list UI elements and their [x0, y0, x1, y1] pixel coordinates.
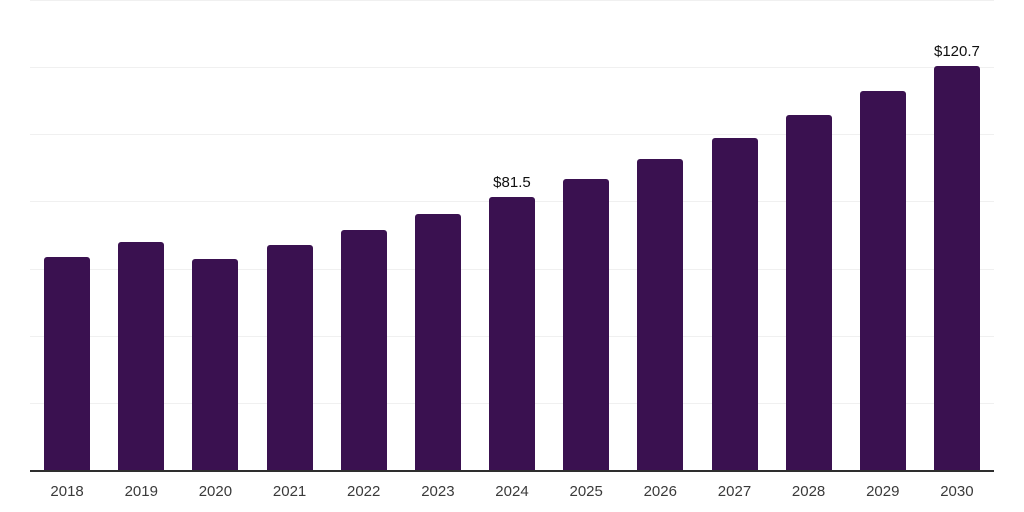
x-tick-label-2024: 2024 — [495, 483, 529, 500]
gridline — [30, 0, 994, 1]
x-tick-label-2020: 2020 — [198, 483, 233, 500]
x-tick-label-2025: 2025 — [569, 483, 603, 500]
bar-2026[interactable] — [637, 158, 684, 471]
bar-2019[interactable] — [118, 242, 165, 471]
x-tick-label-2019: 2019 — [124, 483, 158, 500]
bar-value-label-2024: $81.5 — [493, 174, 531, 192]
bar-value-label-2030: $120.7 — [934, 42, 980, 60]
bar-2023[interactable] — [414, 213, 461, 471]
x-tick-label-2030: 2030 — [940, 483, 974, 500]
gridline — [30, 67, 994, 69]
bar-2030[interactable] — [933, 65, 980, 471]
bar-2025[interactable] — [563, 178, 610, 471]
bar-2024[interactable] — [489, 197, 535, 471]
x-tick-label-2026: 2026 — [643, 483, 677, 500]
bar-2020[interactable] — [192, 259, 239, 471]
gridline — [30, 134, 994, 136]
bar-2021[interactable] — [266, 244, 313, 471]
x-tick-label-2021: 2021 — [272, 483, 307, 500]
bar-2027[interactable] — [711, 138, 758, 471]
x-tick-label-2029: 2029 — [866, 483, 900, 500]
x-tick-label-2018: 2018 — [50, 483, 84, 500]
bar-2018[interactable] — [44, 256, 91, 471]
x-tick-label-2027: 2027 — [717, 483, 752, 500]
bar-2029[interactable] — [859, 91, 906, 471]
bar-2028[interactable] — [785, 114, 832, 471]
plot-area: $81.5 $120.7 — [30, 0, 994, 471]
x-tick-label-2022: 2022 — [347, 483, 381, 500]
x-tick-label-2028: 2028 — [791, 483, 826, 500]
x-tick-label-2023: 2023 — [421, 483, 455, 500]
bar-2022[interactable] — [340, 230, 387, 471]
x-axis-line — [30, 470, 994, 472]
